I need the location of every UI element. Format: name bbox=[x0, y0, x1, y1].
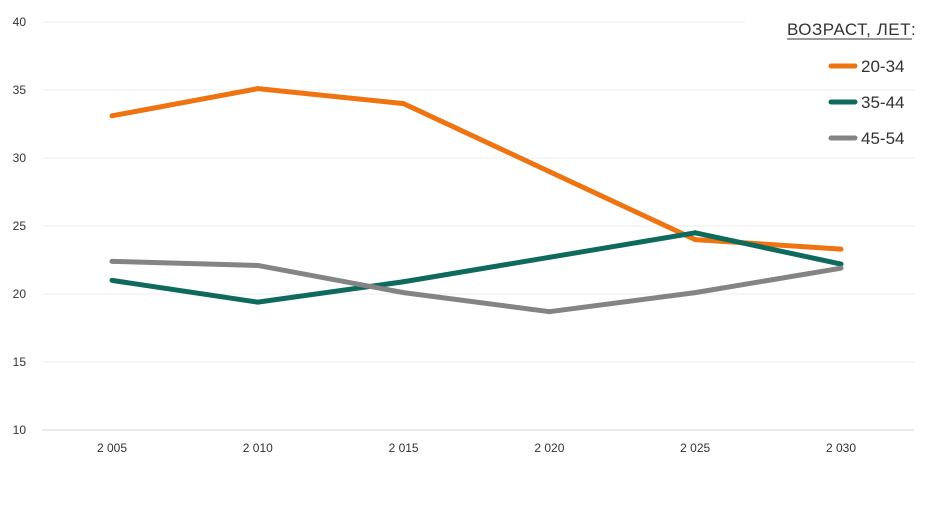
y-tick-label: 30 bbox=[13, 151, 27, 165]
y-tick-label: 10 bbox=[13, 423, 27, 437]
data-point bbox=[401, 101, 407, 107]
series-lines bbox=[109, 86, 844, 315]
y-tick-label: 40 bbox=[13, 15, 27, 29]
y-axis-ticks: 10 15 20 25 30 35 40 bbox=[13, 15, 27, 437]
data-point bbox=[838, 265, 844, 271]
data-point bbox=[838, 261, 844, 267]
x-tick-label: 2 030 bbox=[826, 441, 856, 455]
legend-label: 35-44 bbox=[861, 93, 904, 112]
x-axis-ticks: 2 005 2 010 2 015 2 020 2 025 2 030 bbox=[97, 441, 856, 455]
legend-label: 45-54 bbox=[861, 129, 904, 148]
y-tick-label: 25 bbox=[13, 219, 27, 233]
legend: ВОЗРАСТ, ЛЕТ: 20-34 35-44 45-54 bbox=[787, 20, 916, 148]
data-point bbox=[109, 113, 115, 119]
data-point bbox=[546, 169, 552, 175]
series-line-45-54 bbox=[111, 258, 842, 315]
data-point bbox=[109, 277, 115, 283]
x-tick-label: 2 005 bbox=[97, 441, 127, 455]
series-line-35-44 bbox=[111, 230, 842, 305]
data-point bbox=[255, 262, 261, 268]
x-tick-label: 2 025 bbox=[680, 441, 710, 455]
data-point bbox=[255, 299, 261, 305]
series-line-20-34 bbox=[111, 86, 842, 252]
data-point bbox=[546, 254, 552, 260]
y-tick-label: 15 bbox=[13, 355, 27, 369]
data-point bbox=[401, 290, 407, 296]
data-point bbox=[692, 237, 698, 243]
data-point bbox=[109, 258, 115, 264]
data-point bbox=[546, 309, 552, 315]
y-tick-label: 20 bbox=[13, 287, 27, 301]
data-point bbox=[401, 279, 407, 285]
x-tick-label: 2 010 bbox=[243, 441, 273, 455]
gridlines bbox=[42, 21, 914, 431]
y-tick-label: 35 bbox=[13, 83, 27, 97]
x-tick-label: 2 015 bbox=[389, 441, 419, 455]
data-point bbox=[692, 290, 698, 296]
legend-label: 20-34 bbox=[861, 57, 904, 76]
data-point bbox=[692, 230, 698, 236]
data-point bbox=[255, 86, 261, 92]
data-point bbox=[838, 246, 844, 252]
x-tick-label: 2 020 bbox=[534, 441, 564, 455]
legend-title: ВОЗРАСТ, ЛЕТ: bbox=[787, 20, 916, 39]
